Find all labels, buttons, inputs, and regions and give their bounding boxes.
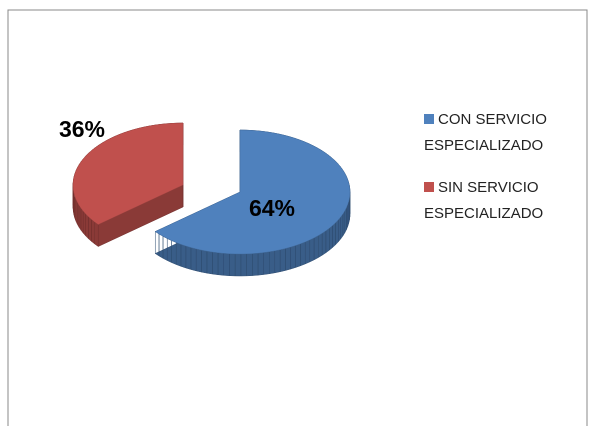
legend-item: SIN SERVICIO ESPECIALIZADO: [424, 175, 574, 227]
chart-frame: [7, 9, 588, 426]
slice: [72, 122, 184, 225]
slice: [154, 129, 351, 255]
legend-swatch: [424, 182, 434, 192]
data-label: 64%: [249, 195, 295, 221]
legend-label: SIN SERVICIO ESPECIALIZADO: [424, 179, 544, 222]
data-label: 36%: [59, 116, 105, 142]
legend-swatch: [424, 114, 434, 124]
legend-item: CON SERVICIO ESPECIALIZADO: [424, 107, 574, 159]
legend-label: CON SERVICIO ESPECIALIZADO: [424, 111, 547, 154]
